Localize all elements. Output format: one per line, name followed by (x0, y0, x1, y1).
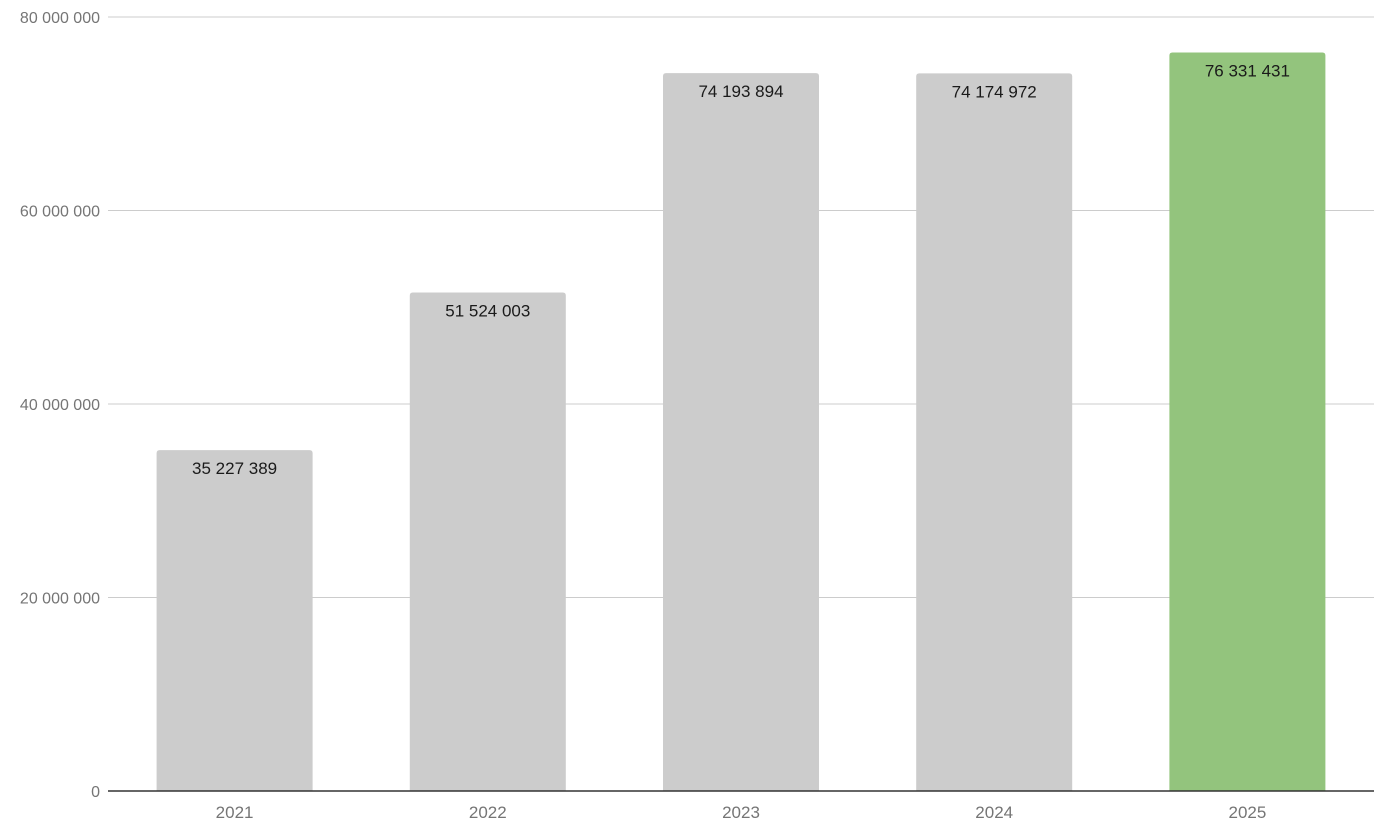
y-tick-label: 60 000 000 (20, 204, 100, 221)
y-tick-label: 20 000 000 (20, 591, 100, 608)
data-label-2022: 51 524 003 (445, 302, 530, 321)
x-tick-label: 2025 (1228, 803, 1266, 820)
x-tick-label: 2023 (722, 803, 760, 820)
bar-2025 (1169, 52, 1326, 791)
x-tick-label: 2024 (975, 803, 1013, 820)
y-tick-label: 80 000 000 (20, 10, 100, 27)
data-label-2025: 76 331 431 (1205, 61, 1290, 80)
bars (156, 52, 1326, 791)
data-label-2023: 74 193 894 (698, 82, 783, 101)
data-label-2024: 74 174 972 (952, 82, 1037, 101)
data-labels: 35 227 389 51 524 003 74 193 894 74 174 972… (192, 61, 1290, 478)
bar-2023 (663, 73, 819, 791)
bar-2021 (156, 450, 313, 791)
axes: 0 20 000 000 40 000 000 60 000 000 80 000 00… (20, 10, 1374, 820)
x-tick-label: 2021 (216, 803, 254, 820)
y-tick-label: 40 000 000 (20, 397, 100, 414)
x-tick-label: 2022 (469, 803, 507, 820)
y-tick-label: 0 (91, 784, 100, 801)
bar-2022 (409, 292, 566, 791)
data-label-2021: 35 227 389 (192, 459, 277, 478)
bar-2024 (916, 73, 1073, 791)
